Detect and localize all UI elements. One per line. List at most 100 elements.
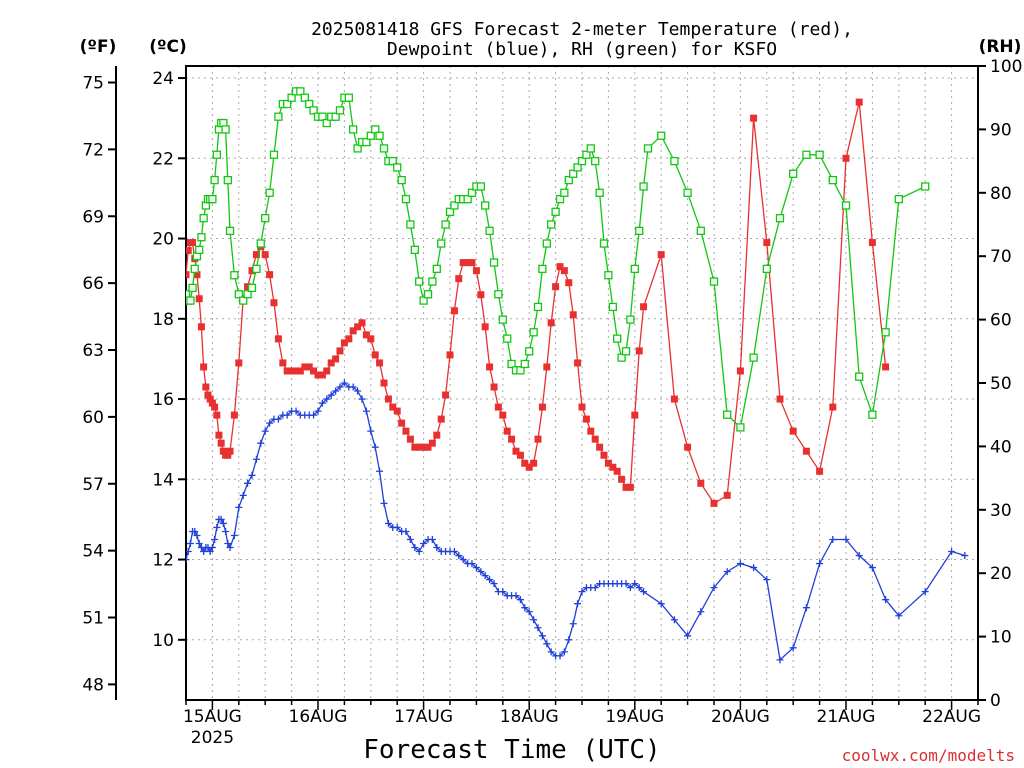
temperature-point	[354, 323, 362, 331]
rh-point	[230, 271, 239, 280]
dewpoint-point	[411, 544, 419, 552]
rh-point	[586, 144, 595, 153]
rh-point	[516, 366, 525, 375]
dewpoint-point	[560, 648, 568, 656]
x-tick-label: 17AUG	[394, 707, 453, 727]
dewpoint-point	[323, 395, 331, 403]
series-line-1	[186, 382, 965, 662]
dewpoint-point	[367, 427, 375, 435]
temperature-point	[252, 251, 260, 259]
rh-point	[188, 283, 197, 293]
dewpoint-point	[534, 624, 542, 632]
temperature-point	[380, 379, 388, 387]
temperature-point	[367, 335, 375, 343]
rh-point	[388, 156, 397, 166]
rh-point	[736, 423, 745, 432]
rh-point	[533, 302, 543, 312]
dewpoint-point	[433, 544, 441, 552]
x-tick-label: 15AUG	[183, 707, 242, 727]
rh-point	[591, 156, 600, 166]
rh-point	[362, 137, 371, 147]
rh-point	[639, 182, 648, 191]
dewpoint-point	[574, 600, 582, 608]
dewpoint-point	[816, 560, 824, 568]
dewpoint-point	[274, 415, 282, 423]
rh-point	[485, 226, 494, 235]
rh-tick-label: 0	[990, 691, 1001, 711]
temperature-point	[406, 435, 414, 443]
temperature-point	[560, 267, 568, 275]
fahrenheit-tick-label: 66	[82, 274, 104, 294]
fahrenheit-tick-label: 54	[82, 542, 104, 562]
temperature-point	[411, 443, 419, 451]
temperature-point	[230, 411, 238, 419]
temperature-point	[855, 98, 863, 106]
x-tick-label: 20AUG	[711, 707, 770, 727]
celsius-tick-label: 20	[152, 230, 174, 250]
dewpoint-point	[776, 656, 784, 664]
rh-point	[393, 163, 402, 172]
rh-point	[208, 194, 217, 204]
rh-point	[283, 99, 292, 109]
temperature-point	[323, 367, 331, 375]
rh-point	[379, 144, 389, 153]
credit-label: coolwx.com/modelts	[842, 746, 1015, 765]
dewpoint-point	[235, 503, 243, 511]
temperature-point	[750, 114, 758, 122]
temperature-point	[274, 335, 282, 343]
dewpoint-point	[750, 564, 758, 572]
dewpoint-point	[283, 411, 291, 419]
rh-tick-label: 60	[990, 311, 1012, 331]
temperature-point	[521, 459, 529, 467]
series-1	[186, 379, 969, 664]
dewpoint-point	[697, 608, 705, 616]
rh-tick-label: 90	[990, 120, 1012, 140]
dewpoint-point	[710, 584, 718, 592]
fahrenheit-tick-label: 63	[82, 341, 104, 361]
temperature-point	[604, 459, 612, 467]
dewpoint-point	[622, 580, 630, 588]
temperature-point	[459, 259, 467, 267]
dewpoint-point	[384, 519, 392, 527]
dewpoint-point	[948, 548, 956, 556]
temperature-point	[882, 363, 890, 371]
rh-point	[828, 175, 837, 185]
dewpoint-point	[362, 407, 370, 415]
dewpoint-point	[556, 652, 564, 660]
rh-point	[481, 201, 490, 210]
rh-point	[406, 220, 415, 229]
rh-point	[322, 118, 331, 128]
temperature-point	[197, 323, 205, 331]
temperature-point	[626, 483, 634, 491]
dewpoint-point	[224, 540, 232, 548]
dewpoint-point	[763, 576, 771, 584]
rh-point	[463, 194, 472, 204]
rh-point	[401, 194, 411, 204]
temperature-point	[723, 491, 731, 499]
dewpoint-point	[200, 548, 208, 556]
temperature-point	[442, 391, 450, 399]
rh-point	[349, 125, 358, 134]
temperature-point	[208, 399, 216, 407]
dewpoint-point	[842, 535, 850, 543]
rh-point	[894, 194, 903, 204]
temperature-point	[789, 427, 797, 435]
dewpoint-point	[261, 427, 269, 435]
rh-point	[529, 328, 538, 337]
dewpoint-point	[521, 604, 529, 612]
temperature-point	[336, 347, 344, 355]
rh-point	[498, 315, 507, 324]
temperature-point	[428, 439, 436, 447]
temperature-point	[499, 411, 507, 419]
x-tick-sublabel: 2025	[191, 728, 234, 748]
rh-point	[582, 150, 591, 159]
temperature-point	[802, 447, 810, 455]
dewpoint-point	[490, 580, 498, 588]
temperature-point	[587, 427, 595, 435]
dewpoint-point	[789, 644, 797, 652]
temperature-point	[635, 347, 643, 355]
dewpoint-point	[450, 548, 458, 556]
temperature-point	[200, 363, 208, 371]
temperature-point	[503, 427, 511, 435]
temperature-point	[340, 339, 348, 347]
